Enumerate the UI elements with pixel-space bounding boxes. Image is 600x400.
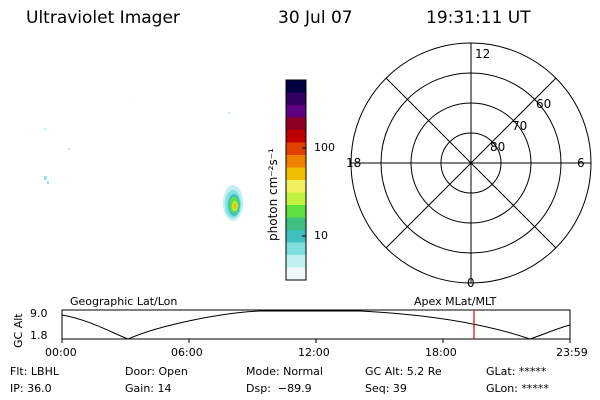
colorbar-segment <box>286 255 306 268</box>
colorbar-segment <box>286 205 306 218</box>
colorbar-segment <box>286 92 306 106</box>
app-title: Ultraviolet Imager <box>26 8 180 28</box>
colorbar-segment <box>286 105 306 118</box>
strip-x-tick-2359: 23:59 <box>556 346 588 359</box>
footer-mode: Mode: Normal <box>246 365 323 378</box>
lat-label-60: 60 <box>536 97 552 111</box>
footer-door: Door: Open <box>125 365 188 378</box>
colorbar-segment <box>286 217 306 231</box>
footer-seq: Seq: 39 <box>365 382 407 395</box>
strip-right-label: Apex MLat/MLT <box>414 295 497 308</box>
mlt-label-0: 0 <box>467 276 475 290</box>
colorbar-tick-100: 100 <box>314 141 335 154</box>
mlt-label-18: 18 <box>346 156 362 170</box>
colorbar-segment <box>286 267 306 281</box>
strip-left-label: Geographic Lat/Lon <box>70 295 178 308</box>
footer-gc-alt: GC Alt: 5.2 Re <box>365 365 442 378</box>
lat-label-80: 80 <box>490 140 506 154</box>
colorbar-tick-10: 10 <box>314 229 328 242</box>
footer-glat: GLat: ***** <box>486 365 547 378</box>
colorbar-segment <box>286 180 306 193</box>
colorbar-segment <box>286 130 306 143</box>
altitude-strip-chart <box>61 309 571 343</box>
colorbar-segment <box>286 167 306 181</box>
colorbar-segment <box>286 230 306 243</box>
colorbar-segment <box>286 142 306 156</box>
footer-ip: IP: 36.0 <box>10 382 52 395</box>
strip-x-tick-1800: 18:00 <box>425 346 457 359</box>
altitude-curve <box>61 310 571 340</box>
mlt-label-12: 12 <box>475 47 491 61</box>
colorbar <box>285 79 307 281</box>
footer-filter: Flt: LBHL <box>10 365 59 378</box>
colorbar-border <box>285 79 307 281</box>
date-label: 30 Jul 07 <box>278 8 353 28</box>
footer-glon: GLon: ***** <box>486 382 549 395</box>
colorbar-unit-label: photon cm⁻²s⁻¹ <box>266 148 280 241</box>
footer-gain: Gain: 14 <box>125 382 172 395</box>
strip-y-tick-bottom: 1.8 <box>30 329 48 342</box>
colorbar-segment <box>286 192 306 206</box>
colorbar-segment <box>286 80 306 93</box>
lat-label-70: 70 <box>512 119 528 133</box>
colorbar-segment <box>286 117 306 131</box>
time-label: 19:31:11 UT <box>426 8 531 28</box>
noise-speckles <box>44 100 230 184</box>
colorbar-segment <box>286 242 306 256</box>
strip-x-tick-1200: 12:00 <box>298 346 330 359</box>
strip-y-axis-label: GC Alt <box>12 313 25 348</box>
strip-x-tick-0000: 00:00 <box>45 346 77 359</box>
auroral-emission-blob <box>223 185 243 221</box>
mlt-label-6: 6 <box>577 156 585 170</box>
colorbar-segment <box>286 155 306 168</box>
strip-y-tick-top: 9.0 <box>30 307 48 320</box>
footer-dsp: Dsp: −89.9 <box>246 382 312 395</box>
strip-x-tick-0600: 06:00 <box>171 346 203 359</box>
polar-grid <box>350 42 592 284</box>
